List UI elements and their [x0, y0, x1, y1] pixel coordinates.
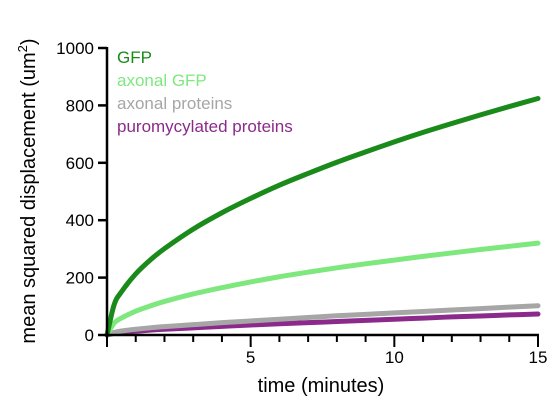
y-tick-label-4: 800 — [66, 96, 94, 115]
x-tick-label-0: 5 — [246, 348, 255, 367]
series-line-0 — [104, 96, 541, 338]
legend-entry-1: axonal GFP — [117, 71, 207, 90]
x-tick-label-2: 15 — [529, 348, 548, 367]
series-lines — [104, 96, 541, 338]
x-tick-label-1: 10 — [385, 348, 404, 367]
legend-entry-2: axonal proteins — [117, 94, 232, 113]
series-line-1 — [104, 240, 541, 338]
y-tick-label-3: 600 — [66, 154, 94, 173]
y-tick-label-0: 0 — [85, 326, 94, 345]
y-tick-label-2: 400 — [66, 211, 94, 230]
legend-entry-3: puromycylated proteins — [117, 117, 293, 136]
y-tick-label-5: 1000 — [56, 39, 94, 58]
legend: GFP axonal GFP axonal proteins puromycylate… — [117, 48, 293, 136]
axes: 0 200 400 600 800 1000 5 10 15 — [56, 39, 547, 367]
series-line-2 — [104, 303, 541, 338]
legend-entry-0: GFP — [117, 48, 152, 67]
y-axis-title: mean squared displacement (um2) — [15, 38, 40, 343]
x-axis-title: time (minutes) — [258, 375, 385, 397]
y-tick-label-1: 200 — [66, 269, 94, 288]
